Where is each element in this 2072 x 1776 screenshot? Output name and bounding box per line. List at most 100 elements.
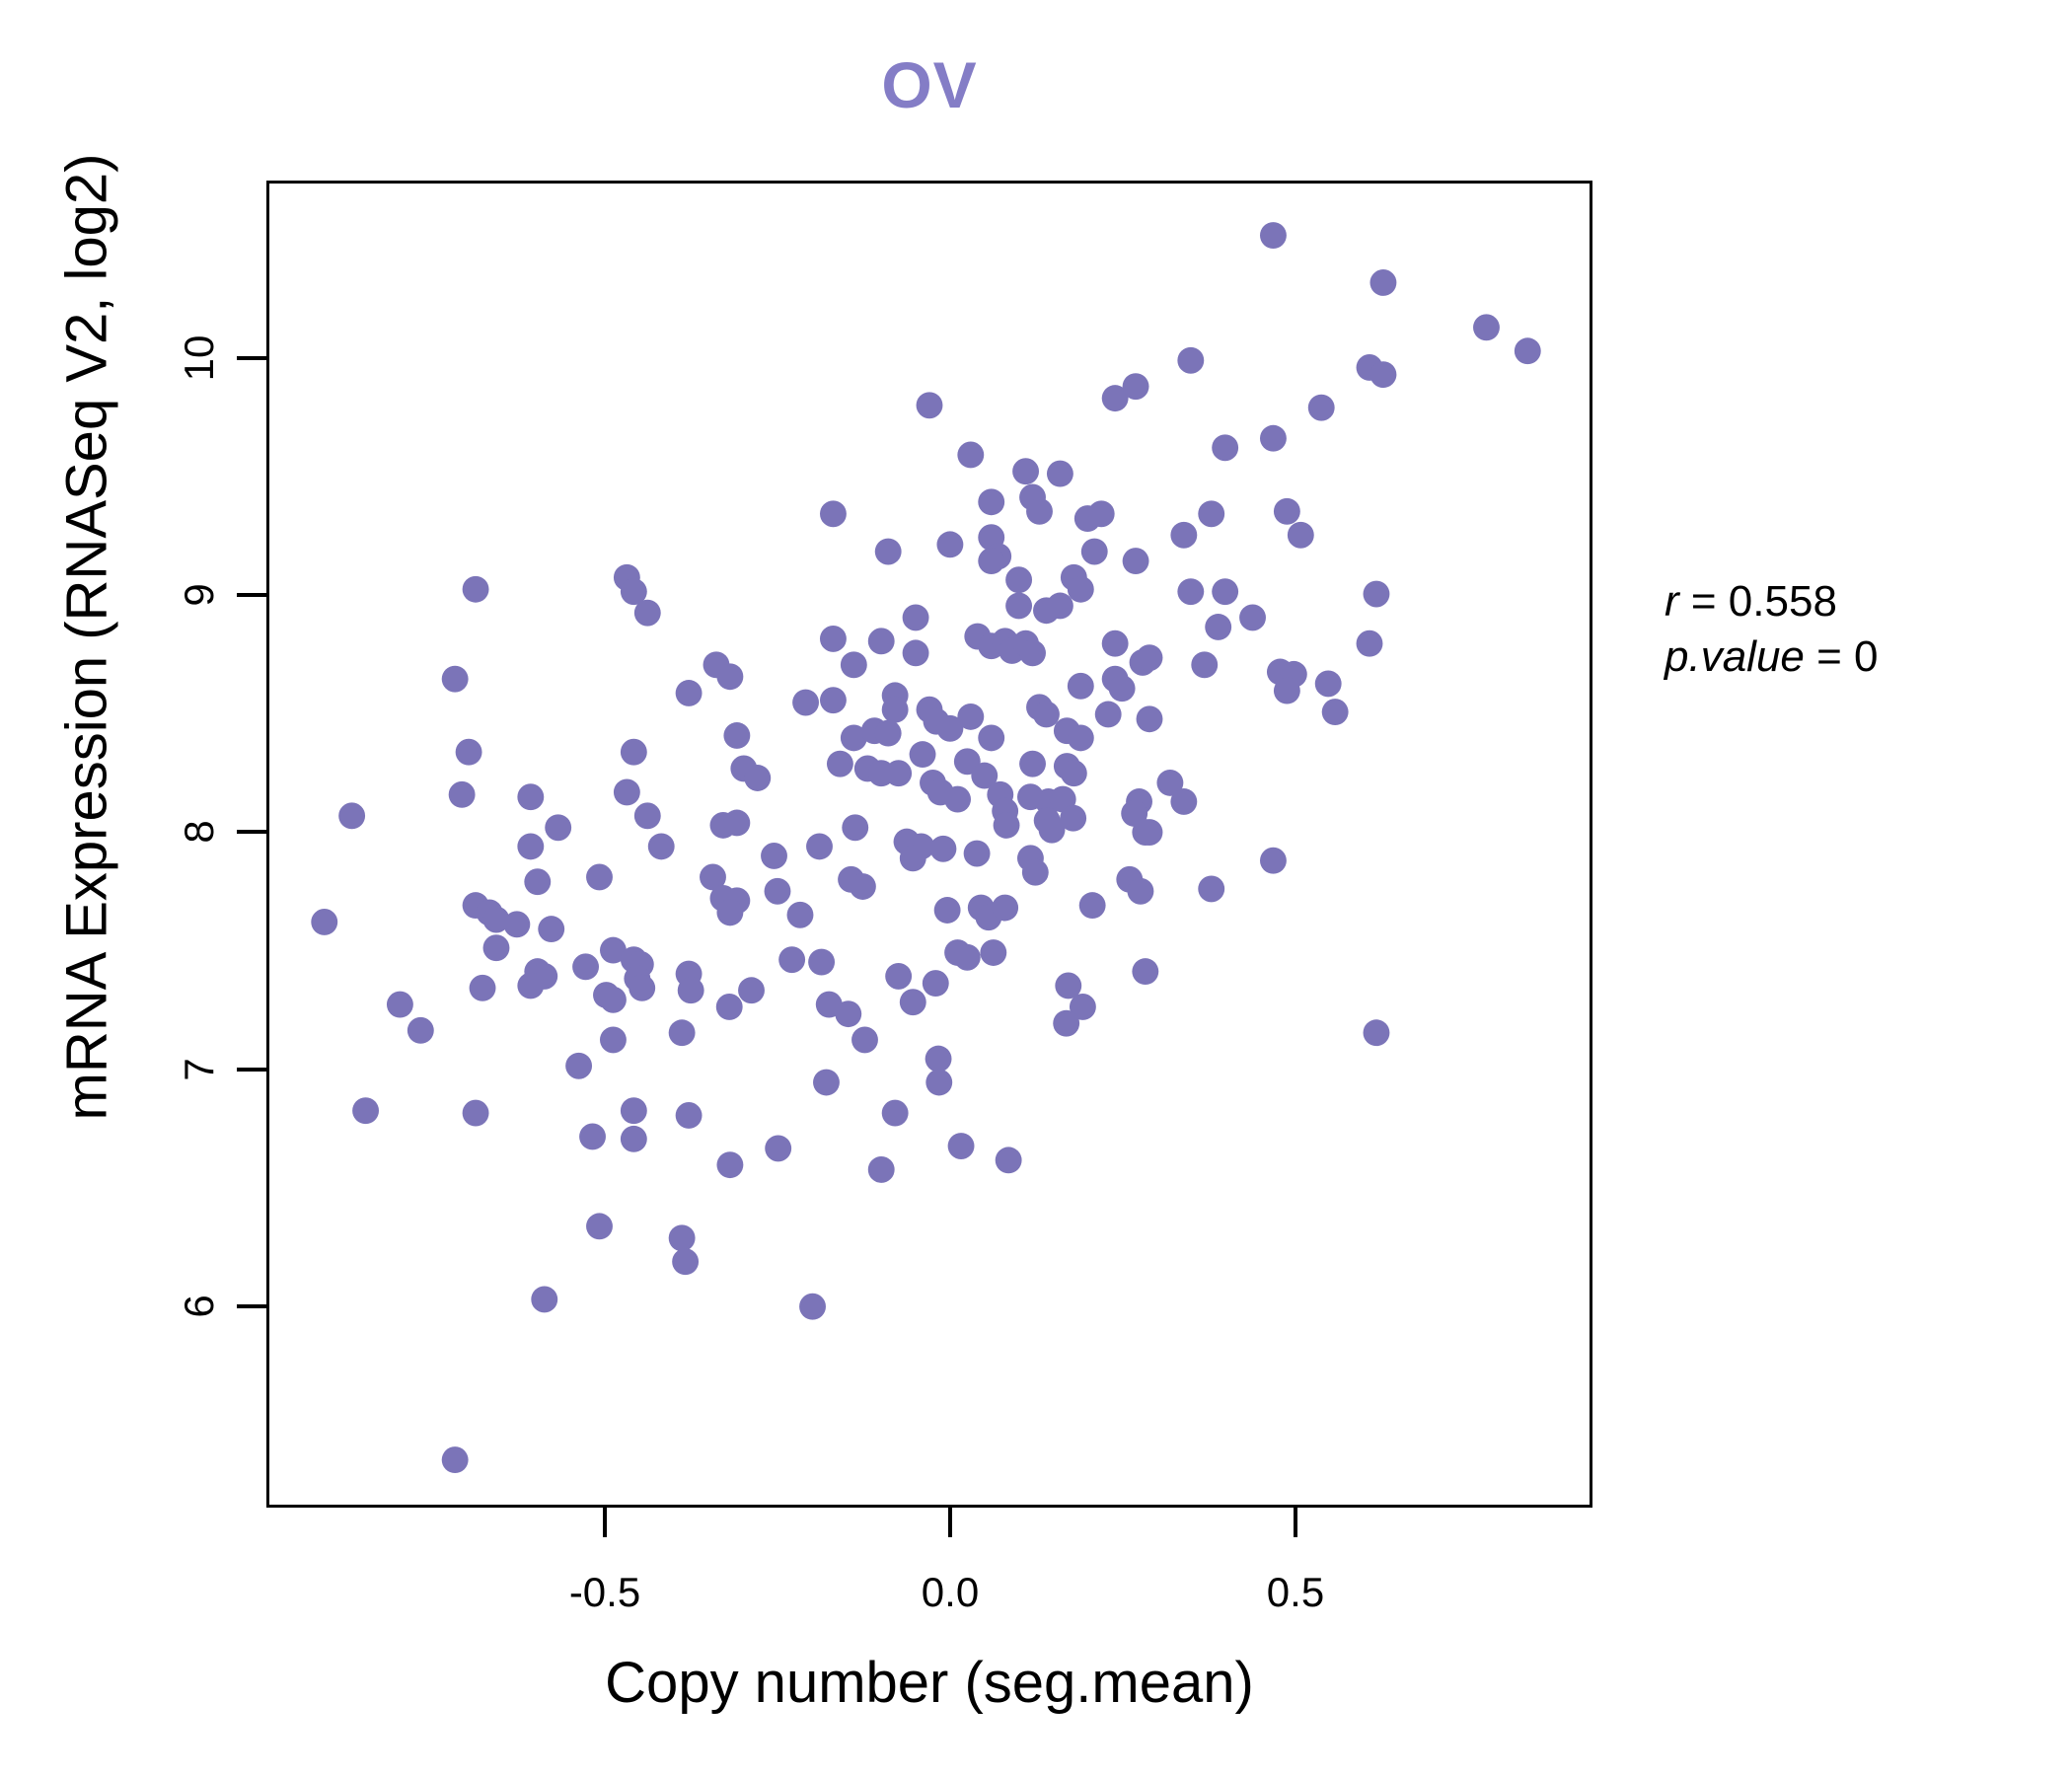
data-point (1067, 672, 1094, 700)
data-point (565, 1052, 593, 1079)
data-point (819, 625, 847, 652)
data-point (849, 873, 876, 900)
data-point (1060, 760, 1087, 787)
data-point (978, 548, 1005, 575)
data-point (455, 738, 482, 766)
data-point (1019, 639, 1046, 667)
data-point (716, 899, 744, 926)
data-point (933, 897, 961, 924)
y-tick-label: 8 (176, 820, 222, 845)
chart-title: OV (881, 48, 978, 121)
data-point (1369, 269, 1397, 296)
data-point (978, 724, 1005, 752)
data-point (936, 714, 964, 742)
data-point (1273, 497, 1300, 525)
data-point (620, 1097, 647, 1125)
data-point (874, 719, 902, 747)
data-point (633, 802, 661, 830)
scatter-points (311, 222, 1541, 1474)
data-point (909, 741, 936, 769)
y-tick-mark (237, 356, 266, 361)
data-point (1122, 548, 1149, 575)
data-point (1005, 592, 1033, 620)
data-point (957, 703, 985, 730)
x-tick-mark (1294, 1508, 1297, 1537)
data-point (842, 814, 869, 842)
data-point (524, 868, 552, 896)
data-point (936, 531, 964, 558)
data-point (1212, 434, 1239, 462)
data-point (881, 1099, 909, 1127)
data-point (786, 901, 814, 928)
data-point (407, 1016, 434, 1044)
x-tick-label: 0.5 (1266, 1569, 1325, 1615)
y-tick-mark (237, 1303, 266, 1308)
data-point (792, 689, 820, 716)
data-point (448, 780, 476, 808)
data-point (469, 974, 496, 1001)
data-point (1055, 972, 1082, 999)
data-point (808, 948, 836, 976)
x-axis-title: Copy number (seg.mean) (605, 1651, 1254, 1715)
data-point (957, 441, 985, 469)
correlation-annotation: r = 0.558 p.value = 0 (1665, 574, 1879, 686)
data-point (677, 977, 704, 1004)
y-tick-label: 6 (176, 1295, 222, 1318)
data-point (1046, 460, 1073, 487)
data-point (672, 1248, 700, 1276)
data-point (620, 738, 647, 766)
data-point (1021, 858, 1049, 886)
data-point (1136, 644, 1163, 672)
data-point (885, 962, 913, 990)
data-point (1287, 521, 1314, 549)
data-point (586, 1213, 613, 1240)
y-tick-label: 9 (176, 583, 222, 607)
data-point (1067, 724, 1094, 752)
data-point (1019, 750, 1046, 777)
data-point (647, 833, 675, 860)
data-point (531, 1286, 558, 1313)
data-point (1321, 699, 1349, 726)
correlation-r-line: r = 0.558 (1665, 574, 1879, 629)
data-point (1136, 705, 1163, 733)
data-point (599, 986, 627, 1013)
data-point (572, 953, 600, 981)
data-point (1198, 875, 1225, 903)
data-point (1132, 958, 1159, 986)
data-point (899, 989, 926, 1016)
data-point (517, 783, 545, 811)
data-point (723, 809, 751, 837)
y-tick-mark (237, 830, 266, 835)
data-point (613, 778, 640, 806)
data-point (978, 488, 1005, 516)
data-point (881, 696, 909, 723)
data-point (826, 750, 853, 777)
data-point (441, 665, 469, 693)
y-axis-title: mRNA Expression (RNASeq V2, log2) (54, 153, 119, 1121)
data-point (1363, 1019, 1390, 1047)
data-point (1273, 677, 1300, 704)
data-point (1080, 538, 1108, 565)
r-symbol: r (1665, 577, 1679, 626)
correlation-p-line: p.value = 0 (1665, 629, 1879, 685)
data-point (874, 538, 902, 565)
data-point (902, 639, 929, 667)
y-tick-label: 10 (176, 334, 222, 382)
data-point (1087, 500, 1115, 528)
data-point (867, 628, 895, 655)
data-point (1259, 424, 1287, 452)
data-point (716, 1151, 744, 1179)
data-point (835, 1000, 862, 1028)
data-point (980, 939, 1007, 966)
y-tick-mark (237, 1067, 266, 1072)
data-point (922, 970, 949, 998)
data-point (1177, 578, 1205, 606)
data-point (1307, 394, 1335, 421)
data-point (971, 762, 999, 789)
data-point (1094, 701, 1122, 728)
data-point (1136, 819, 1163, 846)
p-value: = 0 (1804, 632, 1879, 682)
data-point (993, 811, 1020, 839)
data-point (352, 1097, 380, 1125)
